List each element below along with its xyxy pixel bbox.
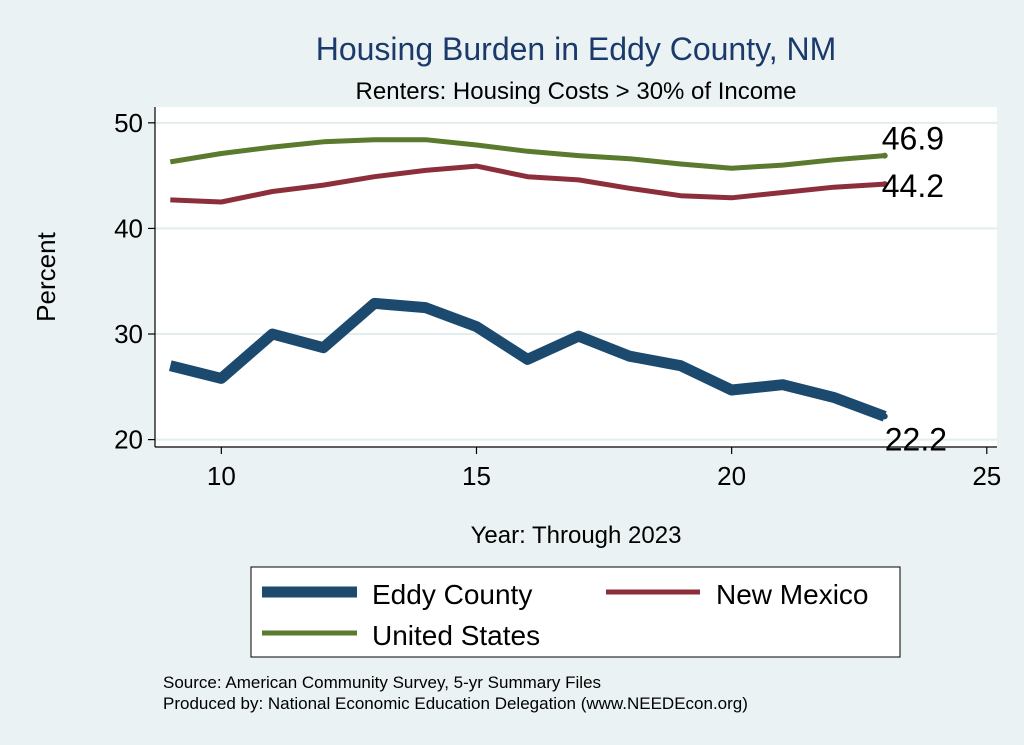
x-tick-label-20: 20 bbox=[717, 461, 746, 491]
legend-label-united-states: United States bbox=[372, 620, 540, 651]
axes bbox=[154, 107, 997, 448]
y-tick-label-20: 20 bbox=[114, 425, 143, 455]
x-ticks: 10 15 20 25 bbox=[207, 447, 1001, 491]
source-note: Source: American Community Survey, 5-yr … bbox=[163, 673, 601, 692]
y-axis-label: Percent bbox=[31, 231, 61, 321]
end-label-united-states: 46.9 bbox=[882, 121, 944, 157]
end-labels: 22.2 44.2 46.9 bbox=[881, 121, 947, 457]
chart-title: Housing Burden in Eddy County, NM bbox=[316, 31, 837, 67]
series-lines bbox=[168, 137, 887, 422]
y-tick-label-50: 50 bbox=[114, 108, 143, 138]
legend-label-new-mexico: New Mexico bbox=[716, 579, 868, 610]
end-marker-new-mexico bbox=[881, 181, 888, 188]
end-marker-eddy-county bbox=[881, 413, 888, 420]
legend: Eddy County New Mexico United States bbox=[250, 566, 901, 658]
y-tick-label-30: 30 bbox=[114, 319, 143, 349]
y-ticks: 20 30 40 50 bbox=[114, 108, 155, 455]
end-marker-united-states bbox=[881, 152, 888, 159]
chart-subtitle: Renters: Housing Costs > 30% of Income bbox=[356, 78, 797, 105]
x-tick-label-10: 10 bbox=[207, 461, 236, 491]
x-axis-label: Year: Through 2023 bbox=[471, 522, 682, 549]
end-label-eddy-county: 22.2 bbox=[885, 421, 947, 457]
legend-box bbox=[250, 566, 901, 658]
x-tick-label-15: 15 bbox=[462, 461, 491, 491]
y-tick-label-40: 40 bbox=[114, 213, 143, 243]
produced-by-note: Produced by: National Economic Education… bbox=[163, 694, 748, 713]
x-tick-label-25: 25 bbox=[972, 461, 1001, 491]
legend-label-eddy-county: Eddy County bbox=[372, 579, 532, 610]
plot-area bbox=[155, 107, 997, 447]
end-label-new-mexico: 44.2 bbox=[882, 168, 944, 204]
